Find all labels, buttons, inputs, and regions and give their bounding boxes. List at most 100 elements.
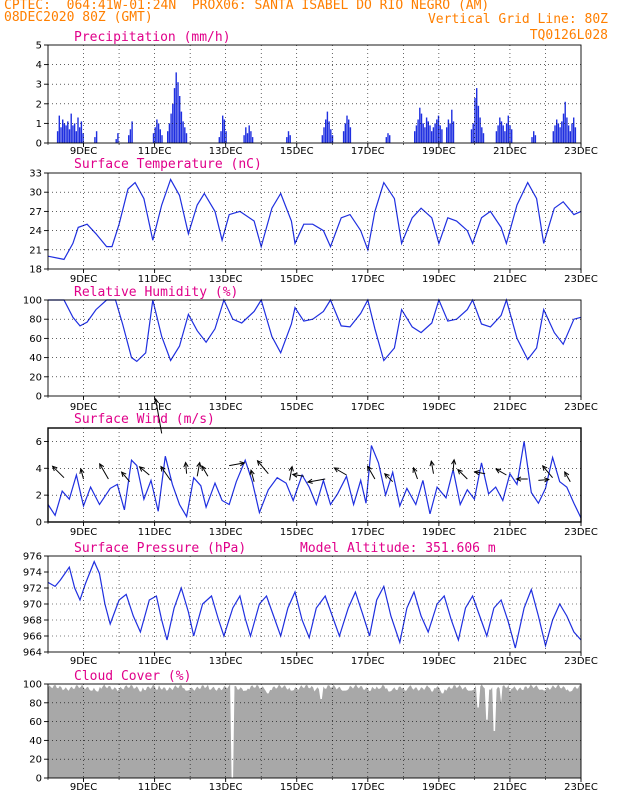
- precip-bar: [474, 97, 476, 143]
- precip-bar: [533, 131, 535, 143]
- precip-bar: [437, 115, 440, 143]
- precip-bar: [476, 88, 478, 143]
- wind-vector-head: [541, 465, 548, 471]
- y-tick-label: 18: [29, 265, 42, 276]
- x-tick-label: 17DEC: [351, 527, 385, 538]
- y-tick-label: 4: [36, 60, 42, 71]
- y-tick-label: 21: [29, 245, 42, 256]
- precip-bar: [441, 129, 443, 143]
- x-tick-label: 17DEC: [351, 656, 385, 667]
- wind-vector-shaft: [257, 460, 269, 475]
- y-tick-label: 0: [36, 139, 42, 150]
- y-tick-label: 1: [36, 119, 42, 130]
- temp-panel: 18 21 24 27 30 33 9DEC 11DEC 13DEC 15DEC 17DEC 19DE…: [29, 157, 598, 285]
- wind-vector-shaft: [229, 462, 245, 467]
- x-tick-label: 9DEC: [70, 527, 97, 538]
- wind-vector-shaft: [457, 469, 468, 480]
- x-tick-label: 19DEC: [422, 146, 456, 157]
- y-tick-label: 976: [23, 552, 42, 563]
- precip-bar: [495, 131, 498, 143]
- wind-vector-shaft: [430, 461, 434, 474]
- y-tick-label: 0: [36, 518, 42, 529]
- precip-bar: [554, 125, 556, 143]
- x-tick-label: 21DEC: [493, 656, 527, 667]
- wind-vector-shaft: [201, 465, 209, 477]
- precip-bar: [154, 127, 156, 143]
- precip-bar: [180, 111, 183, 143]
- precip-bar: [185, 133, 188, 143]
- y-tick-label: 970: [23, 600, 42, 611]
- precip-bar: [446, 127, 448, 143]
- wind-vector: [333, 467, 347, 476]
- x-tick-label: 9DEC: [70, 274, 97, 285]
- precip-bar: [574, 127, 577, 143]
- x-tick-label: 15DEC: [280, 402, 314, 413]
- precip-bar: [573, 117, 575, 143]
- x-tick-label: 19DEC: [422, 402, 456, 413]
- cloud-title: Cloud Cover (%): [74, 669, 191, 684]
- x-tick-label: 15DEC: [280, 527, 314, 538]
- y-tick-label: 20: [29, 755, 42, 766]
- wind-series-line: [47, 441, 582, 519]
- wind-vector-head: [249, 469, 255, 476]
- precip-bar: [75, 131, 78, 143]
- precip-bar: [552, 131, 555, 143]
- precip-bar: [79, 127, 81, 143]
- precip-bar: [177, 82, 179, 143]
- y-tick-label: 100: [23, 296, 42, 307]
- y-tick-label: 5: [36, 41, 42, 52]
- wind-vector: [412, 466, 418, 480]
- precip-bar: [157, 123, 160, 143]
- panel-frame: [47, 683, 582, 779]
- wind-vector-head: [564, 471, 570, 478]
- wind-vector-shaft: [474, 471, 486, 475]
- wind-vector: [538, 477, 550, 483]
- precip-bar: [385, 137, 388, 143]
- wind-vector: [196, 461, 202, 477]
- press-title: Surface Pressure (hPa): [74, 541, 246, 556]
- wind-vector-head: [495, 468, 502, 474]
- x-tick-label: 19DEC: [422, 527, 456, 538]
- precip-bar: [569, 131, 572, 143]
- temp-series-line: [47, 177, 582, 261]
- precip-bar: [182, 121, 184, 143]
- x-tick-label: 11DEC: [138, 656, 172, 667]
- precip-bar: [561, 121, 563, 143]
- precip-panel: 0 1 2 3 4 5 9DEC 11DEC 13DEC 15DEC 17DEC 19DEC 21DEC…: [36, 30, 598, 157]
- wind-vector-head: [120, 471, 127, 478]
- temp-title: Surface Temperature (nC): [74, 157, 262, 172]
- precip-bar: [246, 133, 249, 143]
- x-tick-label: 23DEC: [564, 274, 598, 285]
- wind-vector-head: [306, 478, 313, 484]
- precip-bar: [567, 125, 570, 143]
- wind-vector-head: [412, 466, 418, 473]
- precip-bar: [531, 137, 533, 143]
- wind-vector: [473, 470, 486, 476]
- wind-vector: [229, 461, 246, 467]
- wind-vector: [429, 460, 435, 474]
- panel-frame: [47, 172, 582, 270]
- press-series-line: [47, 560, 582, 649]
- y-tick-label: 60: [29, 334, 42, 345]
- wind-vector-shaft: [495, 468, 507, 476]
- wind-vector-head: [333, 467, 340, 473]
- precip-bar: [562, 113, 565, 143]
- rh-title: Relative Humidity (%): [74, 285, 238, 300]
- precip-bar: [251, 137, 254, 143]
- precip-bar: [507, 115, 510, 143]
- y-tick-label: 100: [23, 680, 42, 691]
- y-tick-label: 6: [36, 437, 42, 448]
- wind-vector-head: [367, 465, 372, 472]
- y-tick-label: 80: [29, 698, 42, 709]
- precip-bar: [60, 127, 62, 143]
- precip-bar: [243, 135, 245, 143]
- wind-vector: [457, 468, 468, 480]
- panel-frame: [47, 299, 582, 397]
- precip-title: Precipitation (mm/h): [74, 30, 231, 45]
- precip-bar: [424, 127, 426, 143]
- precip-bar: [499, 117, 501, 143]
- wind-vector: [564, 471, 571, 482]
- precip-bar: [447, 119, 450, 143]
- precip-bar: [556, 119, 558, 143]
- wind-vector-shaft: [80, 468, 84, 480]
